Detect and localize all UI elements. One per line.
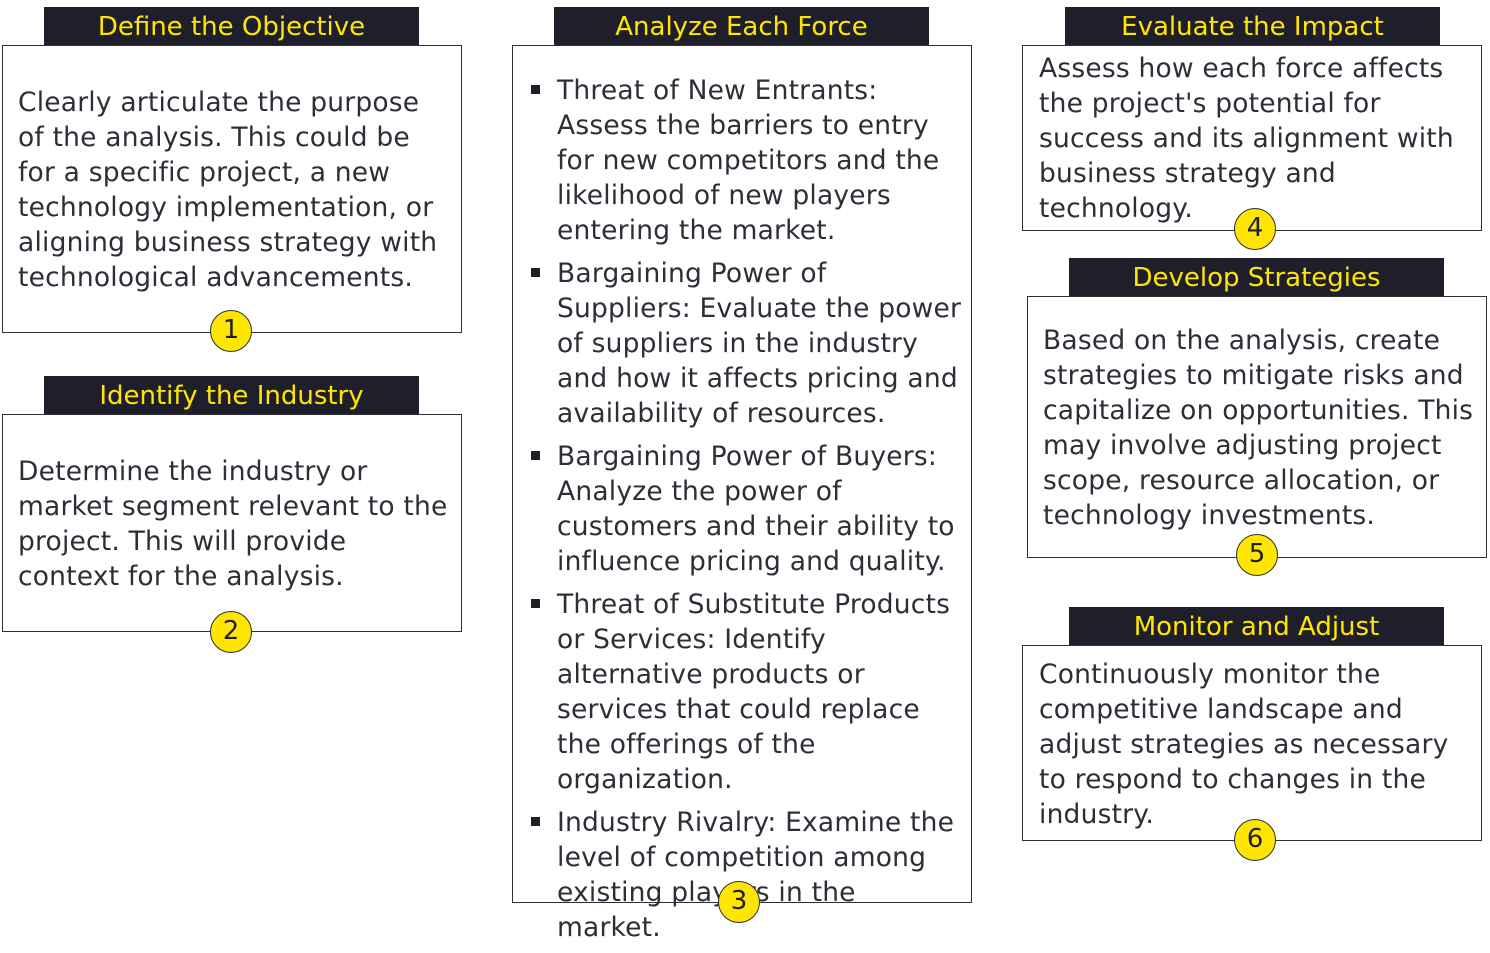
step-number-badge: 4 [1234,208,1276,250]
force-text: Bargaining Power of Suppliers: Evaluate … [557,258,962,429]
step-box [1027,296,1487,558]
bullet-icon [531,817,540,826]
step-box [2,414,462,632]
step-number-badge: 5 [1236,534,1278,576]
list-item: Bargaining Power of Buyers: Analyze the … [515,439,965,579]
step-number-badge: 3 [718,881,760,923]
list-item: Threat of Substitute Products or Service… [515,587,965,797]
step-number-badge: 1 [210,310,252,352]
step-description: Clearly articulate the purpose of the an… [18,87,438,293]
step-box [1022,45,1482,231]
step-title: Define the Objective [44,7,419,47]
step-title: Develop Strategies [1069,258,1444,298]
force-text: Threat of Substitute Products or Service… [557,589,951,795]
step-box [2,45,462,333]
bullet-icon [531,268,540,277]
step-description: Assess how each force affects the projec… [1039,53,1454,224]
step-box [1022,645,1482,841]
force-text: Threat of New Entrants: Assess the barri… [557,75,940,246]
force-text: Bargaining Power of Buyers: Analyze the … [557,441,955,577]
step-description: Determine the industry or market segment… [18,456,448,592]
step-description: Continuously monitor the competitive lan… [1039,659,1449,830]
step-title: Analyze Each Force [554,7,929,47]
bullet-icon [531,599,540,608]
force-text: Industry Rivalry: Examine the level of c… [557,807,955,943]
list-item: Bargaining Power of Suppliers: Evaluate … [515,256,965,431]
step-number-badge: 2 [210,611,252,653]
list-item: Industry Rivalry: Examine the level of c… [515,805,965,945]
forces-list: Threat of New Entrants: Assess the barri… [515,73,965,953]
step-number-badge: 6 [1234,819,1276,861]
step-title: Identify the Industry [44,376,419,416]
bullet-icon [531,451,540,460]
step-title: Evaluate the Impact [1065,7,1440,47]
step-description: Based on the analysis, create strategies… [1043,325,1474,531]
step-box [512,45,972,903]
list-item: Threat of New Entrants: Assess the barri… [515,73,965,248]
bullet-icon [531,85,540,94]
step-title: Monitor and Adjust [1069,607,1444,647]
